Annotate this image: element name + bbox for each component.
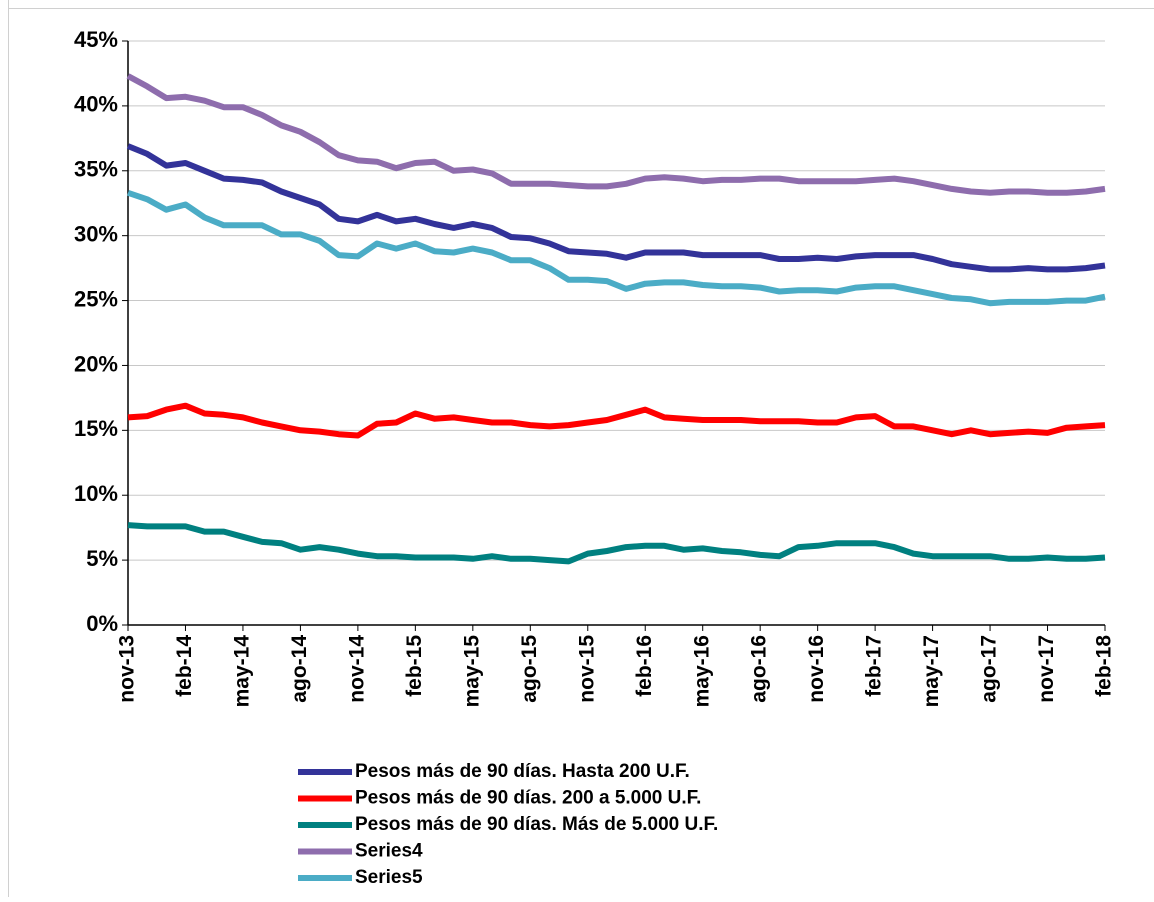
- series-line: [126, 143, 1106, 273]
- y-tick-label: 30%: [74, 221, 118, 246]
- x-tick-label: feb-17: [863, 635, 886, 697]
- x-tick-label: may-17: [920, 635, 943, 707]
- y-tick-label: 35%: [74, 157, 118, 182]
- legend-label: Pesos más de 90 días. Más de 5.000 U.F.: [355, 814, 718, 835]
- series-line: [127, 522, 1106, 565]
- series-line: [126, 73, 1106, 196]
- y-tick-label: 10%: [74, 481, 118, 506]
- x-tick-label: nov-15: [575, 635, 598, 703]
- x-tick-label: feb-14: [173, 635, 196, 697]
- y-tick-label: 20%: [74, 351, 118, 376]
- legend-label: Series4: [355, 841, 423, 862]
- x-tick-label: nov-14: [345, 635, 368, 703]
- y-tick-label: 45%: [74, 27, 118, 52]
- x-tick-label: may-14: [230, 635, 253, 708]
- legend-label: Pesos más de 90 días. 200 a 5.000 U.F.: [355, 788, 701, 809]
- y-tick-label: 25%: [74, 286, 118, 311]
- y-tick-label: 0%: [86, 611, 118, 636]
- y-tick-label: 5%: [86, 546, 118, 571]
- x-tick-label: feb-15: [403, 635, 426, 697]
- x-tick-label: ago-15: [518, 635, 541, 703]
- x-tick-label: may-16: [690, 635, 713, 707]
- series-line: [127, 189, 1106, 307]
- x-tick-label: ago-17: [978, 635, 1001, 703]
- y-tick-label: 40%: [74, 92, 118, 117]
- y-tick-label: 15%: [74, 416, 118, 441]
- x-tick-label: feb-18: [1093, 635, 1116, 697]
- legend-label: Series5: [355, 867, 423, 888]
- legend-label: Pesos más de 90 días. Hasta 200 U.F.: [355, 761, 690, 782]
- x-tick-label: feb-16: [633, 635, 656, 697]
- x-tick-label: ago-14: [288, 635, 311, 703]
- x-tick-label: may-15: [460, 635, 483, 708]
- x-tick-label: nov-13: [116, 635, 139, 703]
- series-line: [127, 402, 1106, 439]
- x-tick-label: ago-16: [748, 635, 771, 703]
- x-tick-label: nov-16: [805, 635, 828, 703]
- x-tick-label: nov-17: [1035, 635, 1058, 703]
